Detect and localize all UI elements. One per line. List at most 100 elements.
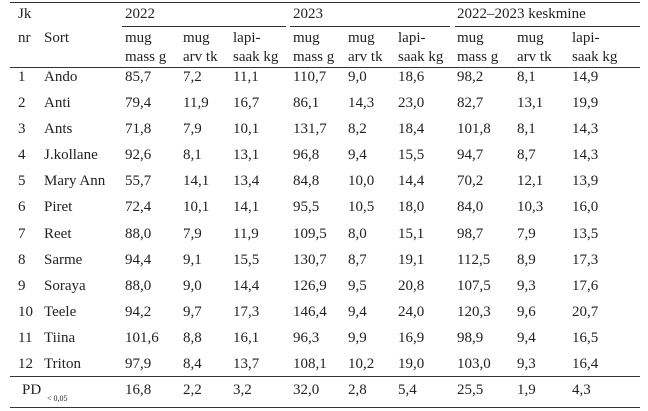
cell: 120,3 [457, 303, 491, 320]
cell: 103,0 [457, 356, 491, 372]
cell: 10,0 [348, 173, 375, 190]
row-label: Piret [44, 199, 73, 216]
row-label: 4 [18, 147, 26, 164]
cell: 2,2 [183, 382, 202, 398]
cell: 7,9 [183, 225, 202, 242]
cell: 82,7 [457, 95, 484, 112]
column-header: mass g [457, 49, 499, 65]
cell: 86,1 [293, 95, 320, 112]
cell: 98,2 [457, 69, 484, 85]
cell: 14,1 [183, 173, 210, 190]
cell: 16,9 [398, 329, 425, 346]
row-label: Ants [44, 121, 73, 138]
cell: 9,0 [183, 277, 202, 294]
cell: 13,1 [517, 95, 544, 112]
row-label: Anti [44, 95, 71, 112]
row-label: Mary Ann [44, 173, 106, 190]
header-cell: Jk [18, 6, 32, 22]
row-label: Teele [44, 303, 77, 320]
row-label: 1 [18, 69, 26, 85]
cell: 16,5 [572, 329, 599, 346]
cell: 1,9 [517, 382, 536, 398]
column-header: saak kg [572, 49, 618, 65]
row-label: Tiina [44, 329, 76, 346]
cell: 9,7 [183, 303, 202, 320]
cell: 107,5 [457, 277, 491, 294]
cell: 16,0 [572, 199, 599, 216]
cell: 88,0 [125, 277, 152, 294]
row-label: Triton [44, 356, 81, 372]
cell: 94,2 [125, 303, 152, 320]
cell: 84,8 [293, 173, 320, 190]
cell: 14,9 [572, 69, 599, 85]
column-header: mug [293, 30, 320, 46]
cell: 9,6 [517, 303, 536, 320]
rule [122, 26, 286, 27]
cell: 14,3 [348, 95, 375, 112]
cell: 16,8 [125, 382, 152, 398]
rule [10, 67, 640, 68]
cell: 85,7 [125, 69, 152, 85]
cell: 14,4 [233, 277, 260, 294]
cell: 23,0 [398, 95, 425, 112]
column-header: mug [457, 30, 484, 46]
column-header: mass g [125, 49, 167, 65]
row-label: 10 [18, 303, 33, 320]
cell: 19,1 [398, 251, 425, 268]
rule [455, 26, 640, 27]
cell: 70,2 [457, 173, 484, 190]
cell: 55,7 [125, 173, 152, 190]
row-label: Sarme [44, 251, 83, 268]
cell: 9,4 [517, 329, 536, 346]
column-header: lapi- [572, 30, 600, 46]
rule [10, 407, 640, 408]
cell: 110,7 [293, 69, 327, 85]
cell: 88,0 [125, 225, 152, 242]
row-label: Soraya [44, 277, 86, 294]
cell: 94,4 [125, 251, 152, 268]
cell: 17,3 [572, 251, 599, 268]
cell: 8,4 [183, 356, 202, 372]
row-label: 2 [18, 95, 26, 112]
cell: 130,7 [293, 251, 327, 268]
cell: 16,1 [233, 329, 260, 346]
column-header: lapi- [233, 30, 261, 46]
cell: 13,7 [233, 356, 260, 372]
cell: 2,8 [348, 382, 367, 398]
cell: 9,5 [348, 277, 367, 294]
row-label: Ando [44, 69, 78, 85]
cell: 18,0 [398, 199, 425, 216]
cell: 14,3 [572, 147, 599, 164]
cell: 8,2 [348, 121, 367, 138]
cell: 7,2 [183, 69, 202, 85]
subscript: < 0,05 [47, 394, 68, 403]
cell: 146,4 [293, 303, 327, 320]
cell: 11,1 [233, 69, 259, 85]
cell: 98,9 [457, 329, 484, 346]
header-cell: Sort [44, 30, 70, 46]
rule [10, 2, 640, 3]
cell: 32,0 [293, 382, 320, 398]
cell: 9,0 [348, 69, 367, 85]
rule [10, 376, 640, 377]
cell: 13,5 [572, 225, 599, 242]
cell: 92,6 [125, 147, 152, 164]
cell: 19,9 [572, 95, 599, 112]
rule [290, 26, 450, 27]
column-header: arv tk [183, 49, 218, 65]
column-header: saak kg [233, 49, 279, 65]
cell: 101,8 [457, 121, 491, 138]
cell: 95,5 [293, 199, 320, 216]
cell: 20,8 [398, 277, 425, 294]
cell: 72,4 [125, 199, 152, 216]
cell: 7,9 [517, 225, 536, 242]
cell: 126,9 [293, 277, 327, 294]
row-label: Reet [44, 225, 72, 242]
row-label: 12 [18, 356, 33, 372]
group-header: 2022–2023 keskmine [457, 6, 586, 22]
column-header: saak kg [398, 49, 444, 65]
column-header: mass g [293, 49, 335, 65]
header-cell: nr [18, 30, 31, 46]
cell: 97,9 [125, 356, 152, 372]
column-header: mug [348, 30, 375, 46]
